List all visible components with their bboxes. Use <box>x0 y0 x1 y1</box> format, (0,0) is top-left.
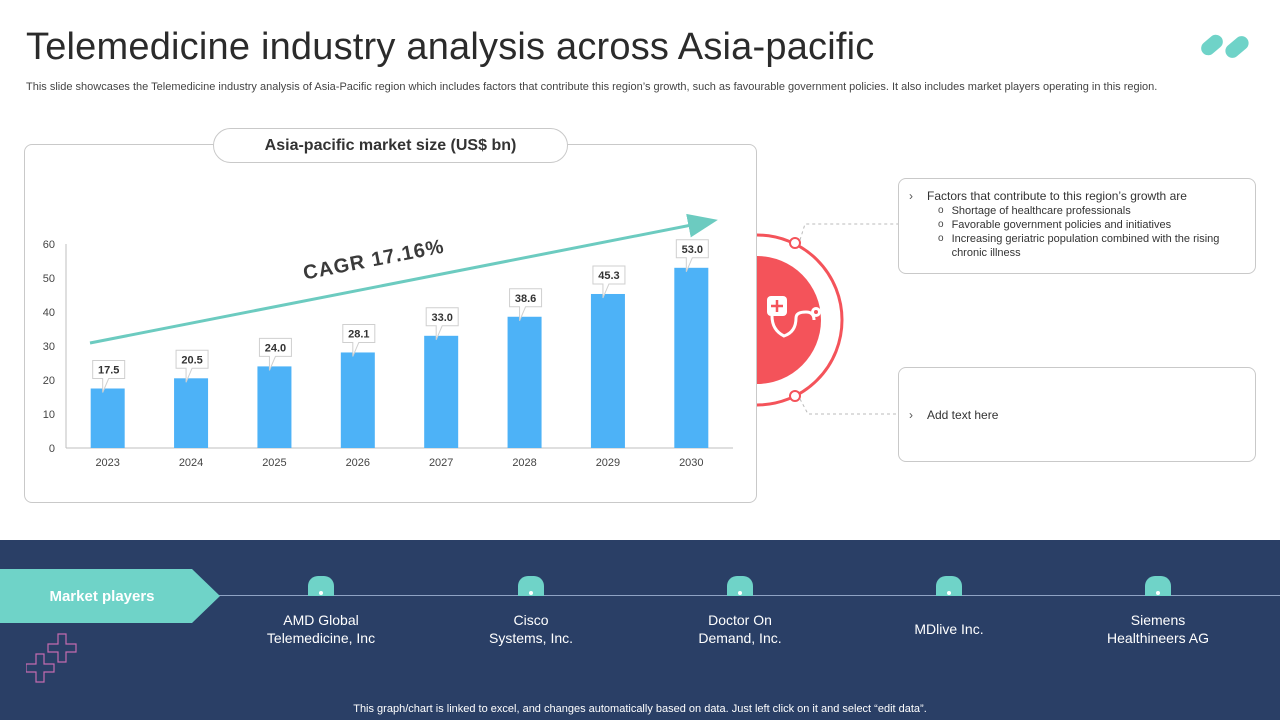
player-amd: AMD Global Telemedicine, Inc <box>221 576 421 647</box>
chart-title: Asia-pacific market size (US$ bn) <box>213 128 568 163</box>
data-label-callout <box>592 265 626 299</box>
y-tick-label: 0 <box>49 443 55 455</box>
data-label: 33.0 <box>431 312 452 324</box>
bar <box>590 293 625 448</box>
market-players-arrow <box>0 569 220 623</box>
data-label-callout <box>509 288 543 321</box>
player-name: Doctor On Demand, Inc. <box>698 612 782 646</box>
data-label: 53.0 <box>682 244 703 256</box>
y-tick-label: 40 <box>43 307 55 319</box>
placeholder-text[interactable]: Add text here <box>927 407 999 422</box>
stethoscope-icon <box>767 296 821 338</box>
x-tick-label: 2024 <box>179 457 203 469</box>
player-marker <box>1145 576 1171 596</box>
data-label-callout <box>175 349 209 383</box>
x-tick-label: 2027 <box>429 457 453 469</box>
list-item: o Favorable government policies and initi… <box>938 219 1172 231</box>
data-label-callout <box>342 323 376 357</box>
y-tick-label: 50 <box>43 273 55 285</box>
chevron-right-icon: › <box>909 407 913 422</box>
chart-panel <box>24 144 757 503</box>
x-tick-label: 2023 <box>95 457 119 469</box>
growth-factors-card: › Factors that contribute to this region… <box>898 178 1256 274</box>
player-name: Cisco Systems, Inc. <box>488 612 574 646</box>
y-tick-label: 60 <box>43 239 55 251</box>
x-tick-label: 2029 <box>596 457 620 469</box>
data-label: 45.3 <box>598 270 619 282</box>
plus-decoration-icon <box>26 633 77 683</box>
data-label-callout <box>92 360 126 393</box>
center-graphic <box>756 223 898 415</box>
player-marker <box>727 576 753 596</box>
bar <box>507 316 542 448</box>
bar <box>424 335 459 448</box>
list-item: o Shortage of healthcare professionals <box>938 205 1131 217</box>
bar <box>90 388 125 448</box>
player-siemens: Siemens Healthineers AG <box>1058 576 1258 647</box>
data-label-callout <box>258 337 292 371</box>
y-tick-label: 30 <box>43 341 55 353</box>
player-name: AMD Global Telemedicine, Inc <box>266 612 376 646</box>
bar <box>257 366 292 448</box>
data-label: 24.0 <box>265 342 286 354</box>
text-placeholder-card[interactable]: › Add text here <box>898 367 1256 462</box>
data-label: 17.5 <box>98 365 119 377</box>
x-tick-label: 2026 <box>346 457 370 469</box>
growth-factors-heading: Factors that contribute to this region’s… <box>927 189 1187 203</box>
chevron-right-icon: › <box>909 189 913 203</box>
y-tick-label: 20 <box>43 375 55 387</box>
page-title: Telemedicine industry analysis across As… <box>26 26 875 68</box>
player-doctor-on-demand: Doctor On Demand, Inc. <box>640 576 840 647</box>
player-marker <box>308 576 334 596</box>
pill-logo-icon <box>1201 34 1249 58</box>
y-tick-label: 10 <box>43 409 55 421</box>
data-label: 38.6 <box>515 293 536 305</box>
player-marker <box>518 576 544 596</box>
market-players-label: Market players <box>49 587 155 605</box>
bar <box>674 267 709 448</box>
x-tick-label: 2025 <box>262 457 286 469</box>
bar <box>340 352 375 448</box>
x-tick-label: 2030 <box>679 457 703 469</box>
data-label-callout <box>675 239 709 272</box>
player-name: MDlive Inc. <box>914 621 984 637</box>
page-subtitle: This slide showcases the Telemedicine in… <box>26 81 1158 93</box>
bar <box>174 378 209 448</box>
player-mdlive: MDlive Inc. <box>849 576 1049 638</box>
data-label: 28.1 <box>348 328 369 340</box>
x-tick-label: 2028 <box>512 457 536 469</box>
player-cisco: Cisco Systems, Inc. <box>431 576 631 647</box>
player-name: Siemens Healthineers AG <box>1107 612 1209 646</box>
market-players-band <box>0 540 1280 720</box>
list-item: o Increasing geriatric population combine… <box>938 233 1220 259</box>
data-label-callout <box>425 307 459 340</box>
player-marker <box>936 576 962 596</box>
footer-note: This graph/chart is linked to excel, and… <box>353 703 927 715</box>
trend-arrow <box>89 213 718 345</box>
data-label: 20.5 <box>181 354 202 366</box>
market-size-chart[interactable]: 0102030405060202317.5202420.5202524.0202… <box>0 0 760 510</box>
